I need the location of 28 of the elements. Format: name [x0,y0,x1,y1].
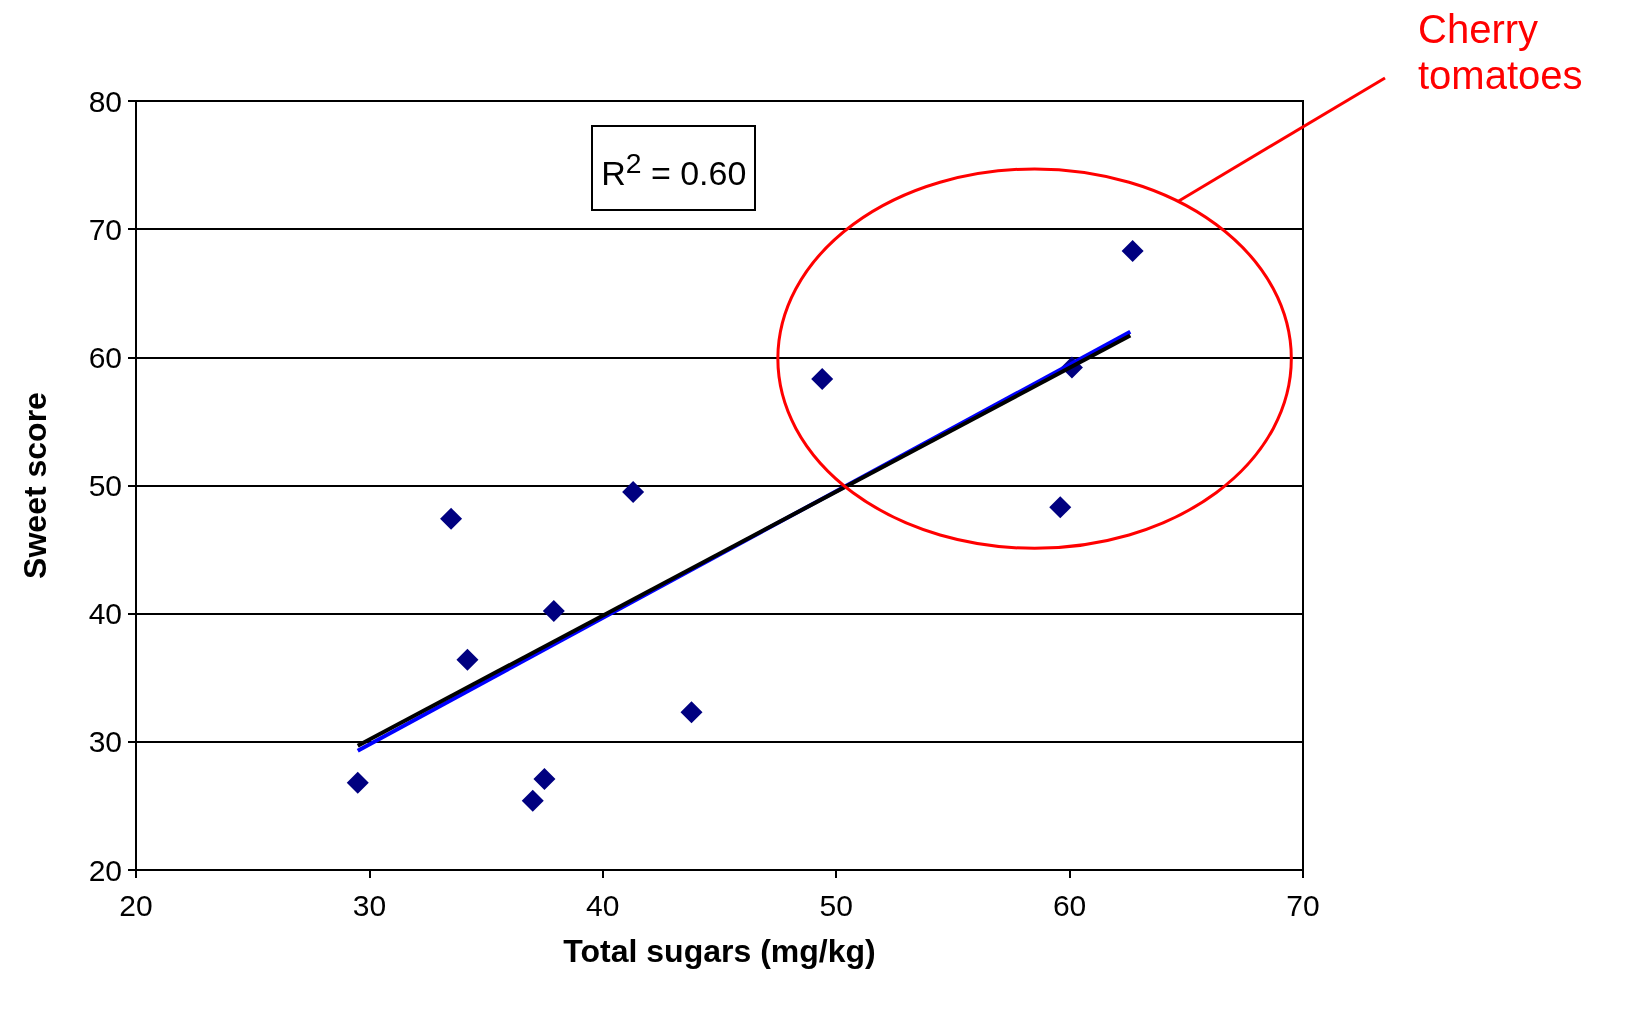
y-tick-label: 20 [88,853,122,887]
point [1049,496,1072,519]
x-tick-label: 60 [1052,888,1087,922]
text: Cherry tomatoes [1418,6,1584,98]
point [456,648,479,671]
point [542,600,565,623]
y-tick-label: 40 [88,597,122,631]
y-tick-label: 70 [88,212,122,246]
y-tick-label: 50 [88,469,122,502]
annotation: R$^{2}$ = 0.60 [591,124,757,211]
point [680,701,703,724]
point [811,368,834,391]
point [346,771,369,794]
y-axis-title: Sweet score [17,392,53,579]
x-tick-label: 70 [1286,888,1320,922]
point [440,507,463,530]
x-tick-label: 30 [352,888,387,922]
point [1121,239,1144,262]
x-tick-label: 40 [586,888,620,922]
y-tick-label: 80 [88,84,122,118]
y-tick-label: 30 [88,725,122,759]
point [521,789,544,812]
point [533,768,556,790]
x-tick-label: 20 [119,888,153,922]
x-axis-title: Total sugars (mg/kg) [563,933,876,969]
point [622,480,645,503]
x-tick-label: 50 [819,888,853,922]
y-tick-label: 60 [88,340,122,374]
